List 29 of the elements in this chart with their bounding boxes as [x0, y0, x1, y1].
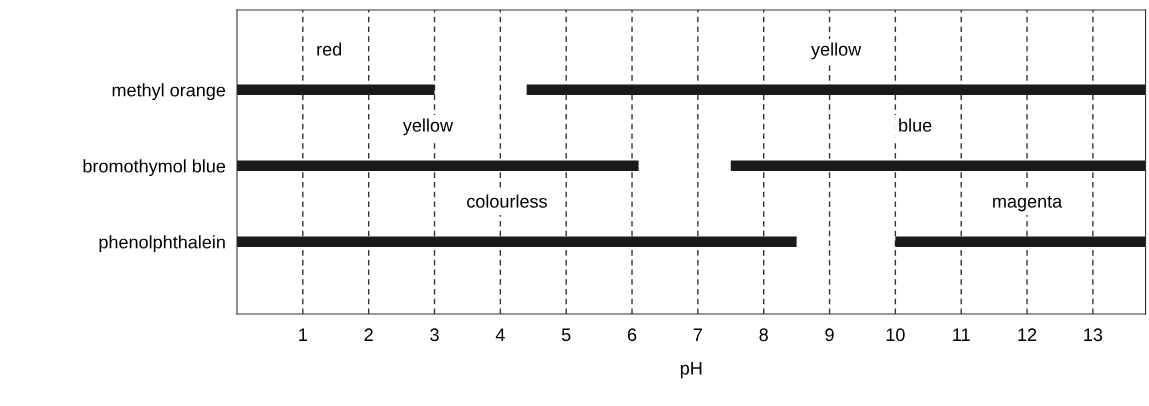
- x-tick-label: 3: [430, 328, 439, 342]
- bar: [237, 236, 797, 248]
- annotation: blue: [899, 118, 932, 132]
- x-tick-label: 13: [1084, 328, 1103, 342]
- x-tick-label: 11: [953, 328, 970, 341]
- y-tick-label: methyl orange: [112, 83, 226, 101]
- bar: [895, 236, 1146, 248]
- bar: [730, 160, 1146, 172]
- bar: [237, 160, 639, 172]
- x-tick-label: 7: [693, 328, 702, 341]
- x-tick-label: 9: [825, 328, 834, 342]
- y-tick-label: bromothymol blue: [83, 159, 226, 177]
- x-tick-label: 10: [886, 328, 905, 342]
- annotation: yellow: [402, 118, 454, 136]
- x-tick-label: 6: [627, 328, 637, 342]
- x-tick-label: 4: [495, 328, 505, 341]
- x-tick-label: 8: [759, 328, 768, 342]
- x-tick-label: 1: [299, 328, 307, 341]
- x-tick-label: 2: [364, 328, 373, 341]
- annotation: red: [317, 42, 342, 56]
- bar: [526, 84, 1146, 96]
- x-axis-title: pH: [680, 362, 702, 379]
- y-tick-label: phenolphthalein: [99, 235, 225, 253]
- x-tick-label: 12: [1018, 328, 1037, 341]
- annotation: magenta: [993, 195, 1063, 212]
- annotation: colourless: [467, 194, 547, 208]
- bar: [237, 84, 435, 96]
- x-tick-label: 5: [561, 328, 571, 342]
- annotation: yellow: [811, 42, 862, 60]
